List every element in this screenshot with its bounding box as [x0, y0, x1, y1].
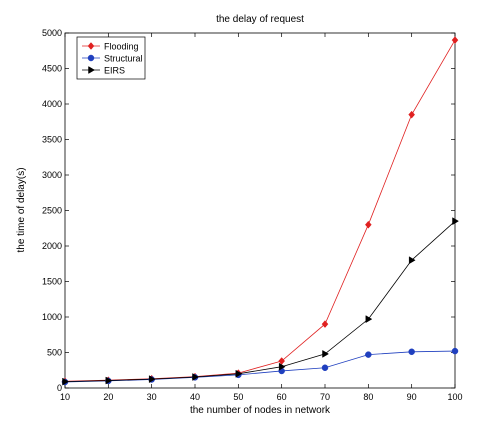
- y-tick-label: 5000: [42, 28, 62, 38]
- data-point-flooding: [451, 36, 459, 44]
- x-tick-label: 20: [103, 392, 113, 402]
- x-tick-label: 30: [147, 392, 157, 402]
- y-tick-label: 4000: [42, 99, 62, 109]
- data-point-eirs: [322, 349, 329, 358]
- y-tick-label: 1500: [42, 277, 62, 287]
- data-point-structural: [451, 347, 459, 355]
- y-tick-label: 2000: [42, 241, 62, 251]
- x-tick-label: 70: [320, 392, 330, 402]
- data-point-structural: [365, 351, 372, 358]
- data-point-flooding: [321, 320, 329, 328]
- legend-marker-flooding: [87, 42, 95, 50]
- data-point-flooding: [365, 220, 372, 229]
- y-tick-label: 0: [57, 383, 62, 393]
- x-tick-label: 50: [233, 392, 243, 402]
- series-line-eirs: [64, 220, 456, 383]
- plot-frame: [64, 32, 456, 389]
- x-tick-label: 100: [447, 392, 462, 402]
- data-point-eirs: [105, 376, 113, 385]
- legend-label-eirs: EIRS: [104, 66, 125, 76]
- y-tick-label: 3500: [42, 135, 62, 145]
- data-point-structural: [321, 364, 329, 372]
- x-tick-label: 90: [407, 392, 417, 402]
- axis-ticks: 10 20 30 40 50 60 70 80 90 1000500100015002000250…: [42, 28, 463, 402]
- y-axis-label: the time of delay(s): [16, 167, 27, 252]
- y-tick-label: 3000: [42, 170, 62, 180]
- y-tick-label: 4500: [42, 64, 62, 74]
- data-point-flooding: [408, 110, 415, 119]
- legend-marker-eirs: [88, 66, 95, 74]
- x-tick-label: 40: [190, 392, 200, 402]
- y-tick-label: 1000: [42, 312, 62, 322]
- y-tick-label: 2500: [42, 206, 62, 216]
- series-line-flooding: [64, 39, 456, 382]
- x-tick-label: 10: [60, 392, 70, 402]
- legend-label-flooding: Flooding: [104, 42, 139, 52]
- y-tick-label: 500: [47, 348, 62, 358]
- data-point-eirs: [278, 362, 286, 371]
- series-markers: [61, 36, 459, 386]
- legend: Flooding Structural EIRS: [76, 36, 146, 80]
- data-point-structural: [408, 348, 415, 356]
- data-point-eirs: [148, 375, 156, 384]
- legend-label-structural: Structural: [104, 54, 143, 64]
- x-axis-label: the number of nodes in network: [190, 405, 331, 416]
- data-point-eirs: [192, 373, 199, 381]
- chart-title: the delay of request: [216, 14, 304, 25]
- data-point-eirs: [408, 256, 416, 265]
- x-tick-label: 80: [363, 392, 373, 402]
- data-point-eirs: [235, 369, 243, 378]
- x-tick-label: 60: [277, 392, 287, 402]
- data-point-eirs: [62, 377, 69, 386]
- legend-marker-structural: [87, 54, 95, 62]
- data-point-eirs: [365, 315, 373, 324]
- series-line-structural: [64, 350, 456, 383]
- series-lines: [64, 39, 456, 383]
- data-point-eirs: [452, 217, 459, 226]
